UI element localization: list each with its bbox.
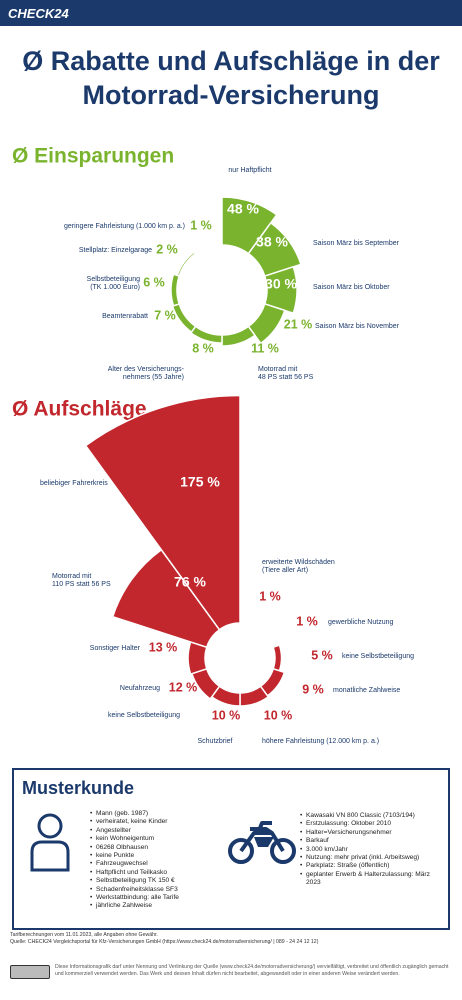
top-bar: CHECK24: [0, 0, 462, 26]
charts: Ø Einsparungen 48 % nur Haftpflicht 38 % Sai…: [12, 145, 414, 745]
value-label: 11 %: [251, 341, 279, 355]
list-item: geplanter Erwerb & Halterzulassung: März…: [300, 871, 445, 888]
category-label: Stellplatz: Einzelgarage: [79, 247, 152, 254]
category-label: Neufahrzeug: [120, 685, 160, 692]
list-item: keine Punkte: [90, 852, 230, 861]
footer-notes: Tarifberechnungen vom 11.01.2023, alle A…: [10, 932, 455, 946]
list-item: kein Wohneigentum: [90, 835, 230, 844]
category-label: gewerbliche Nutzung: [328, 619, 393, 626]
page-title: Ø Rabatte und Aufschläge in der Motorrad…: [22, 46, 440, 110]
wedge: [176, 250, 197, 278]
logo: CHECK24: [8, 6, 69, 21]
wedge: [221, 325, 256, 347]
value-label: 13 %: [149, 640, 178, 654]
category-label: Saison März bis Oktober: [313, 284, 390, 291]
category-label: Saison März bis September: [313, 240, 400, 247]
category-label: Alter des Versicherungs-nehmers (55 Jahr…: [108, 366, 185, 381]
list-item: Mann (geb. 1987): [90, 810, 230, 819]
wedge: [193, 243, 223, 255]
value-label: 1 %: [190, 218, 212, 232]
motorcycle-icon: [228, 821, 296, 864]
person-icon: [30, 813, 70, 872]
motorrad-list: Kawasaki VN 800 Classic (7103/194)Erstzu…: [300, 812, 445, 888]
value-label: 9 %: [302, 682, 324, 696]
value-label: 12 %: [169, 680, 198, 694]
list-item: Halter=Versicherungsnehmer: [300, 829, 445, 838]
list-item: Werkstattbindung: alle Tarife: [90, 894, 230, 903]
fahrer-list: Mann (geb. 1987)verheiratet, keine Kinde…: [90, 810, 230, 911]
wedge: [221, 196, 278, 255]
category-label: höhere Fahrleistung (12.000 km p. a.): [262, 738, 379, 745]
note: Quelle: CHECK24 Vergleichsportal für Kfz…: [10, 939, 319, 945]
musterkunde-box: [12, 768, 450, 930]
category-label: beliebiger Fahrerkreis: [40, 480, 108, 487]
wedge: [171, 302, 197, 334]
list-item: Schadenfreiheitsklasse SF3: [90, 886, 230, 895]
value-label: 7 %: [154, 308, 176, 322]
cc-icon: [10, 965, 50, 979]
category-label: erweiterte Wildschäden (Tiere aller Art): [262, 559, 335, 574]
value-label: 38 %: [256, 234, 288, 250]
category-label: Selbstbeteiligung (TK 1.000 Euro): [87, 276, 140, 291]
value-label: 10 %: [264, 708, 293, 722]
wedge: [84, 394, 241, 631]
list-item: Selbstbeteiligung TK 150 €: [90, 877, 230, 886]
value-label: 10 %: [212, 708, 241, 722]
value-label: 48 %: [227, 201, 259, 217]
list-item: jährliche Zahlweise: [90, 902, 230, 911]
wedge: [259, 627, 276, 649]
value-label: 21 %: [284, 317, 313, 331]
list-item: 3.000 km/Jahr: [300, 846, 445, 855]
value-label: 8 %: [192, 341, 214, 355]
value-label: 76 %: [174, 574, 206, 590]
value-label: 1 %: [259, 589, 281, 603]
list-item: Barkauf: [300, 837, 445, 846]
list-item: Parkplatz: Straße (öffentlich): [300, 862, 445, 871]
list-item: 06268 Olbhausen: [90, 844, 230, 853]
category-label: Motorrad mit 48 PS statt 56 PS: [258, 366, 314, 381]
note: Tarifberechnungen vom 11.01.2023, alle A…: [10, 932, 158, 938]
list-item: Erstzulassung: Oktober 2010: [300, 820, 445, 829]
value-label: 175 %: [180, 474, 220, 490]
license-text: Diese Informationsgrafik darf unter Nenn…: [55, 964, 449, 977]
musterkunde-title: Musterkunde: [22, 778, 135, 798]
wedge: [247, 302, 286, 345]
category-label: keine Selbstbeteiligung: [342, 653, 414, 660]
section-title: Ø Einsparungen: [12, 145, 174, 168]
value-label: 5 %: [311, 648, 333, 662]
value-label: 2 %: [156, 242, 178, 256]
value-label: 1 %: [296, 614, 318, 628]
wedge: [239, 620, 263, 631]
category-label: Schutzbrief: [197, 738, 232, 745]
category-label: monatliche Zahlweise: [333, 687, 400, 694]
category-label: nur Haftpflicht: [228, 167, 271, 174]
annotation: keine Selbstbeteiligung: [108, 712, 180, 719]
category-label: Saison März bis November: [315, 323, 400, 330]
category-label: Motorrad mit 110 PS statt 56 PS: [52, 573, 111, 588]
list-item: Fahrzeugwechsel: [90, 860, 230, 869]
category-label: Beamtenrabatt: [102, 313, 148, 320]
wedge: [272, 644, 283, 672]
section-title: Ø Aufschläge: [12, 398, 147, 421]
category-label: geringere Fahrleistung (1.000 km p. a.): [64, 223, 185, 230]
value-label: 6 %: [143, 275, 165, 289]
list-item: Angestellter: [90, 827, 230, 836]
list-item: Nutzung: mehr privat (inkl. Arbeitsweg): [300, 854, 445, 863]
list-item: Haftpflicht und Teilkasko: [90, 869, 230, 878]
value-label: 30 %: [265, 276, 297, 292]
list-item: Kawasaki VN 800 Classic (7103/194): [300, 812, 445, 821]
wedge: [170, 273, 181, 307]
list-item: verheiratet, keine Kinder: [90, 818, 230, 827]
category-label: Sonstiger Halter: [90, 645, 141, 652]
